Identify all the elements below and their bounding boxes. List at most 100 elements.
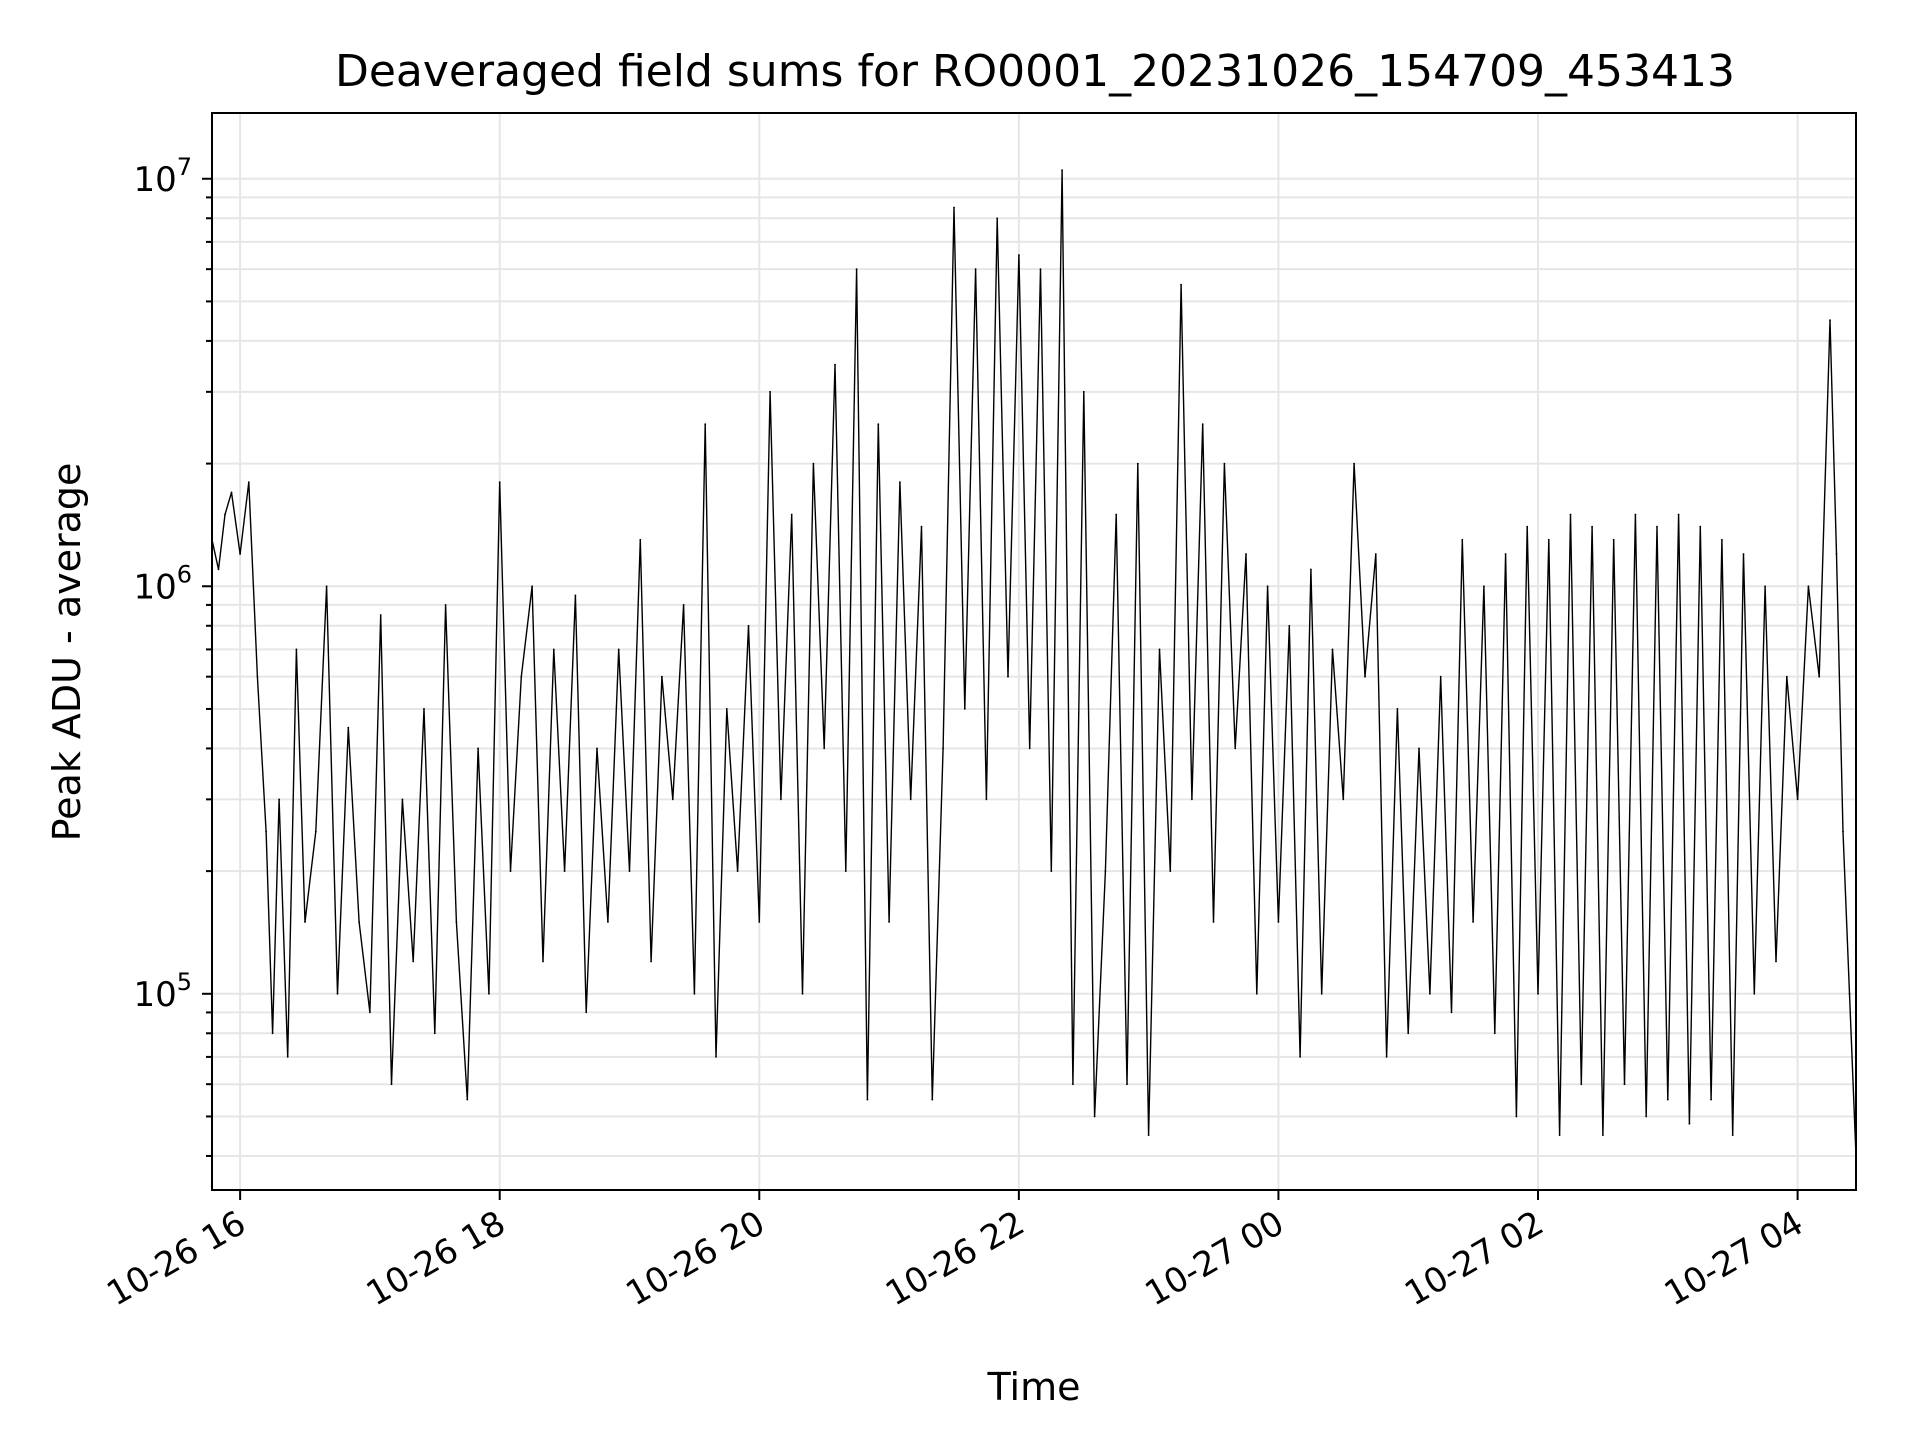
data-point xyxy=(1310,568,1312,571)
data-point xyxy=(1699,525,1702,528)
data-point xyxy=(1288,624,1291,627)
data-point xyxy=(1526,525,1529,528)
data-point xyxy=(650,960,652,963)
data-point xyxy=(286,1056,289,1058)
data-point xyxy=(1158,648,1161,651)
data-point xyxy=(1439,675,1442,678)
grid-lines xyxy=(212,113,1856,1190)
data-point xyxy=(953,206,955,209)
data-point xyxy=(704,423,707,425)
data-point xyxy=(725,708,728,710)
y-axis-label: Peak ADU - average xyxy=(45,463,89,842)
data-point xyxy=(1039,268,1042,271)
data-point xyxy=(1842,830,1844,833)
data-point xyxy=(596,747,598,750)
data-point xyxy=(369,1011,371,1014)
data-point xyxy=(1688,1122,1691,1125)
data-point xyxy=(1245,553,1247,555)
data-point xyxy=(1547,538,1550,541)
data-point xyxy=(1666,1098,1669,1101)
data-point xyxy=(1104,870,1107,872)
data-point xyxy=(488,992,490,995)
data-point xyxy=(899,481,901,484)
data-point xyxy=(661,675,663,678)
data-point xyxy=(963,708,966,710)
data-point xyxy=(574,594,577,597)
data-point xyxy=(1299,1056,1301,1058)
data-point xyxy=(715,1056,717,1058)
data-point xyxy=(1753,992,1756,995)
data-series xyxy=(211,169,1857,1157)
x-axis-label: Time xyxy=(987,1365,1081,1409)
y-tick-label: 106 xyxy=(133,560,192,607)
data-point xyxy=(1461,538,1464,541)
data-point xyxy=(974,268,977,271)
data-point xyxy=(1558,1134,1561,1136)
data-point xyxy=(780,798,782,801)
data-point xyxy=(217,568,220,571)
data-point xyxy=(304,921,306,923)
chart-title: Deaveraged field sums for RO0001_2023102… xyxy=(335,46,1735,97)
data-point xyxy=(834,363,836,366)
series-line xyxy=(211,170,1857,1157)
data-point xyxy=(1721,538,1723,541)
data-point xyxy=(531,585,533,588)
data-point xyxy=(617,648,620,651)
data-point xyxy=(823,747,826,750)
data-point xyxy=(1818,675,1821,678)
data-point xyxy=(1331,648,1334,651)
data-point xyxy=(401,798,404,801)
data-point xyxy=(671,798,674,801)
data-point xyxy=(520,675,523,678)
data-point xyxy=(295,648,298,651)
data-point xyxy=(1277,921,1280,923)
y-tick-label: 105 xyxy=(133,968,192,1015)
data-point xyxy=(325,585,328,588)
data-point xyxy=(1645,1115,1648,1118)
data-point xyxy=(336,992,339,995)
data-point xyxy=(1266,585,1269,588)
data-point xyxy=(790,513,793,516)
data-point xyxy=(812,462,815,465)
y-axis: 105 106 107 xyxy=(133,153,212,1157)
data-point xyxy=(1537,992,1539,995)
data-point xyxy=(278,798,280,801)
data-point xyxy=(1115,513,1118,516)
data-point xyxy=(747,624,750,627)
data-point xyxy=(1007,675,1009,678)
data-point xyxy=(477,747,479,750)
data-point xyxy=(801,992,804,995)
data-point xyxy=(866,1098,869,1101)
data-point xyxy=(1320,992,1323,995)
data-point xyxy=(1234,747,1237,750)
data-point xyxy=(1255,992,1258,995)
data-point xyxy=(498,481,501,484)
data-point xyxy=(1677,513,1680,516)
data-point xyxy=(1775,960,1777,963)
data-point xyxy=(1602,1134,1604,1136)
data-point xyxy=(1147,1134,1150,1136)
data-point xyxy=(585,1011,588,1014)
data-point xyxy=(942,747,944,750)
data-point xyxy=(444,604,447,606)
data-point xyxy=(758,921,761,923)
data-point xyxy=(639,538,642,541)
data-point xyxy=(1623,1083,1626,1086)
data-point xyxy=(1764,585,1766,588)
data-point xyxy=(1418,747,1420,750)
data-point xyxy=(1136,462,1139,465)
data-point xyxy=(1829,319,1831,321)
data-point xyxy=(358,921,360,923)
data-point xyxy=(931,1098,934,1101)
data-point xyxy=(1848,992,1851,995)
data-point xyxy=(1353,462,1355,465)
data-point xyxy=(1342,798,1345,801)
data-point xyxy=(1169,870,1172,872)
data-point xyxy=(1082,390,1085,393)
data-point xyxy=(1493,1032,1496,1035)
data-point xyxy=(1374,553,1377,555)
data-point xyxy=(1515,1115,1518,1118)
data-point xyxy=(877,423,880,425)
data-point xyxy=(693,992,696,995)
